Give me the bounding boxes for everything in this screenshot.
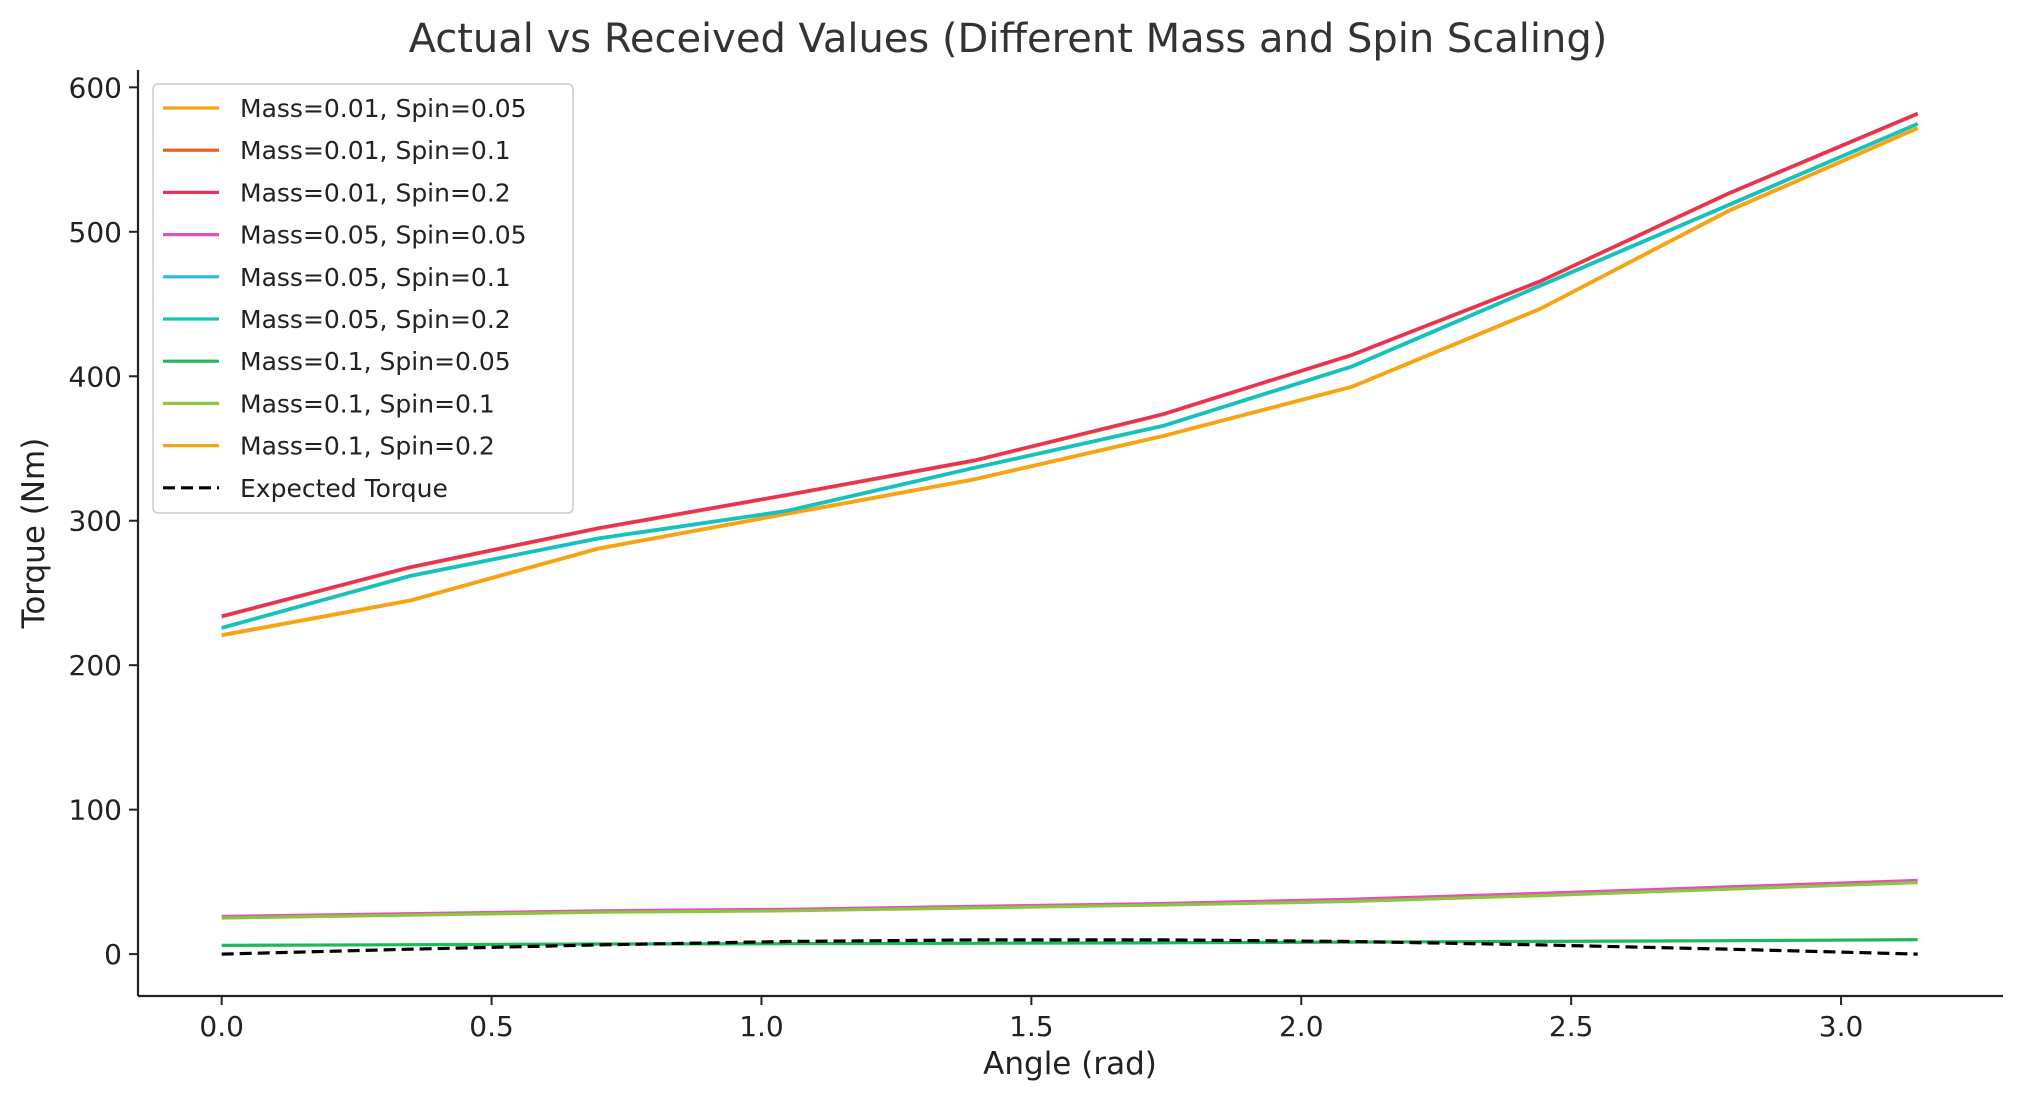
legend-box bbox=[152, 83, 574, 514]
legend-label: Mass=0.01, Spin=0.05 bbox=[240, 94, 527, 123]
series-line-8 bbox=[221, 881, 1918, 920]
legend-label: Mass=0.01, Spin=0.1 bbox=[240, 136, 511, 165]
series-line-10 bbox=[221, 938, 1918, 956]
y-tick-label: 100 bbox=[69, 794, 122, 827]
x-tick-label: 1.5 bbox=[1009, 1010, 1054, 1043]
y-axis-label: Torque (Nm) bbox=[16, 438, 52, 630]
legend-label: Mass=0.05, Spin=0.1 bbox=[240, 263, 511, 292]
series-line-7 bbox=[221, 938, 1918, 948]
legend-label: Expected Torque bbox=[240, 474, 448, 503]
series-line-4 bbox=[221, 878, 1918, 919]
x-tick-label: 2.5 bbox=[1549, 1010, 1594, 1043]
x-tick-label: 0.0 bbox=[199, 1010, 244, 1043]
x-axis-label: Angle (rad) bbox=[983, 1046, 1157, 1082]
legend-label: Mass=0.05, Spin=0.2 bbox=[240, 305, 511, 334]
legend-label: Mass=0.1, Spin=0.05 bbox=[240, 347, 511, 376]
y-tick-label: 0 bbox=[104, 938, 122, 971]
legend: Mass=0.01, Spin=0.05 Mass=0.01, Spin=0.1 M… bbox=[152, 83, 574, 514]
series-line-3 bbox=[221, 111, 1919, 618]
legend-label: Mass=0.01, Spin=0.2 bbox=[240, 178, 511, 207]
legend-label: Mass=0.05, Spin=0.05 bbox=[240, 221, 527, 250]
chart-title: Actual vs Received Values (Different Mas… bbox=[409, 16, 1608, 62]
x-tick-label: 1.0 bbox=[739, 1010, 784, 1043]
legend-label: Mass=0.1, Spin=0.2 bbox=[240, 432, 495, 461]
x-tick-label: 3.0 bbox=[1819, 1010, 1864, 1043]
y-tick-label: 500 bbox=[69, 216, 122, 249]
x-tick-label: 0.5 bbox=[469, 1010, 514, 1043]
x-axis-ticks: 0.0 0.5 1.0 1.5 2.0 2.5 3.0 bbox=[199, 996, 1863, 1043]
y-tick-label: 600 bbox=[69, 71, 122, 104]
legend-label: Mass=0.1, Spin=0.1 bbox=[240, 389, 495, 418]
y-tick-label: 200 bbox=[69, 649, 122, 682]
y-tick-label: 300 bbox=[69, 505, 122, 538]
y-axis-ticks: 0 100 200 300 400 500 600 bbox=[69, 71, 138, 971]
plot-area bbox=[221, 111, 1919, 956]
y-tick-label: 400 bbox=[69, 360, 122, 393]
x-tick-label: 2.0 bbox=[1279, 1010, 1324, 1043]
series-line-6 bbox=[221, 122, 1919, 630]
series-line-9 bbox=[221, 127, 1919, 638]
